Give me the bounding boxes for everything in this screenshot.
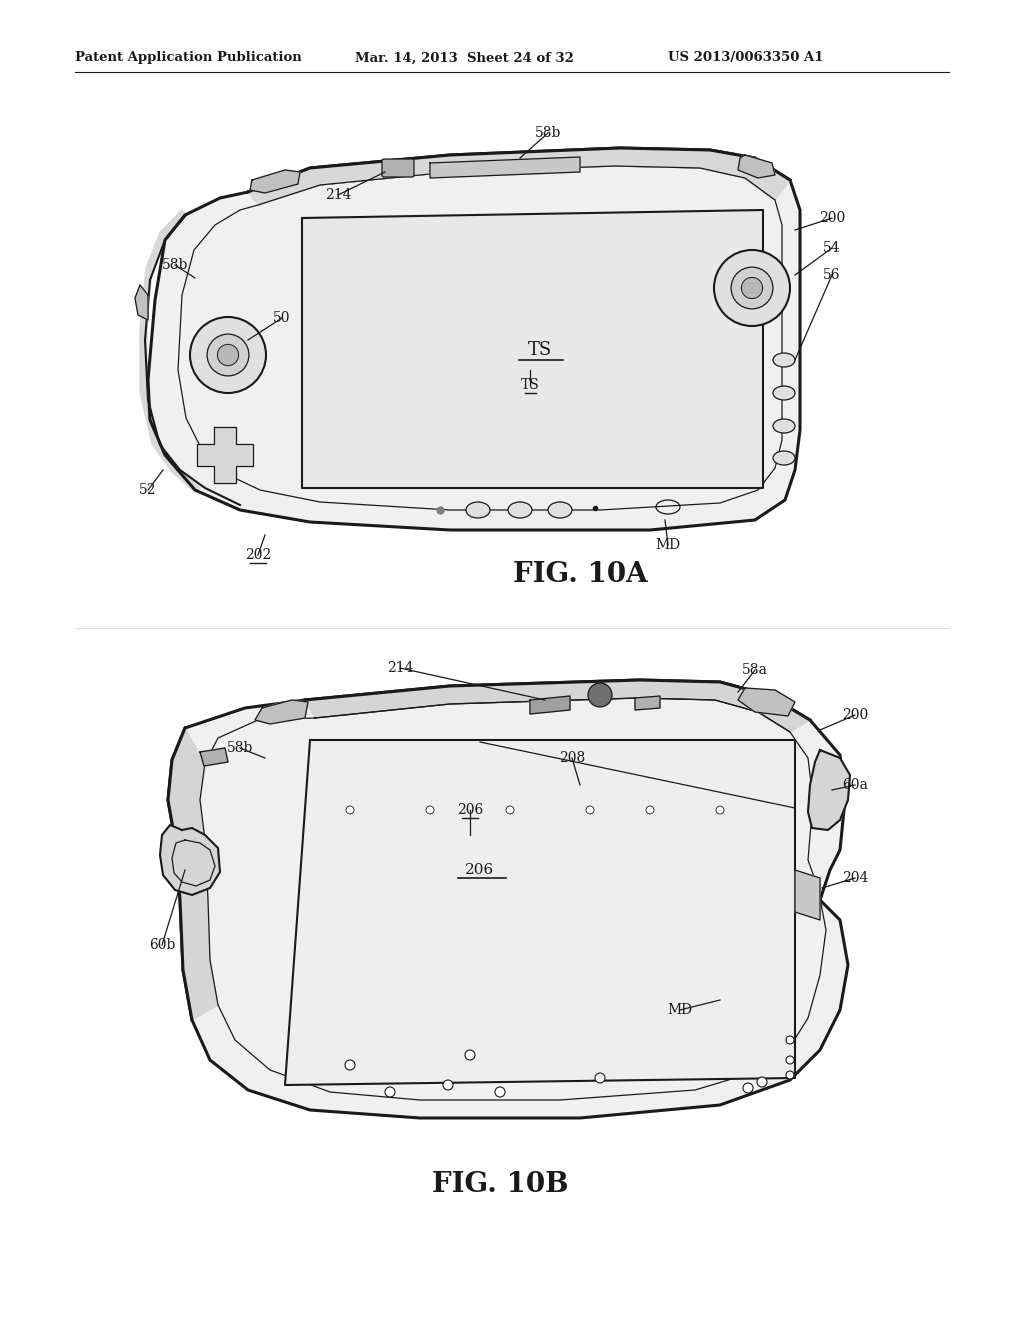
Text: 214: 214 bbox=[325, 187, 351, 202]
Polygon shape bbox=[160, 825, 220, 895]
Polygon shape bbox=[140, 210, 200, 492]
Circle shape bbox=[217, 345, 239, 366]
Circle shape bbox=[385, 1086, 395, 1097]
Circle shape bbox=[757, 1077, 767, 1086]
Circle shape bbox=[786, 1036, 794, 1044]
Text: US 2013/0063350 A1: US 2013/0063350 A1 bbox=[668, 51, 823, 65]
Polygon shape bbox=[795, 870, 820, 920]
Circle shape bbox=[495, 1086, 505, 1097]
Polygon shape bbox=[200, 748, 228, 766]
Polygon shape bbox=[248, 148, 790, 205]
Text: 200: 200 bbox=[819, 211, 845, 224]
Circle shape bbox=[714, 249, 790, 326]
Text: 58b: 58b bbox=[535, 125, 561, 140]
Text: 60b: 60b bbox=[148, 939, 175, 952]
Text: MD: MD bbox=[668, 1003, 692, 1016]
Text: 202: 202 bbox=[245, 548, 271, 562]
Ellipse shape bbox=[773, 385, 795, 400]
Polygon shape bbox=[168, 680, 848, 1118]
Polygon shape bbox=[738, 688, 795, 715]
Circle shape bbox=[345, 1060, 355, 1071]
Polygon shape bbox=[285, 741, 795, 1085]
Text: TS: TS bbox=[528, 341, 552, 359]
Polygon shape bbox=[530, 696, 570, 714]
Polygon shape bbox=[168, 729, 218, 1020]
Circle shape bbox=[346, 807, 354, 814]
Circle shape bbox=[506, 807, 514, 814]
Circle shape bbox=[190, 317, 266, 393]
FancyBboxPatch shape bbox=[382, 158, 414, 177]
Circle shape bbox=[595, 1073, 605, 1082]
Circle shape bbox=[465, 1049, 475, 1060]
Circle shape bbox=[586, 807, 594, 814]
Ellipse shape bbox=[773, 451, 795, 465]
Circle shape bbox=[646, 807, 654, 814]
Circle shape bbox=[743, 1082, 753, 1093]
Ellipse shape bbox=[773, 352, 795, 367]
Circle shape bbox=[741, 277, 763, 298]
Polygon shape bbox=[135, 285, 148, 319]
Text: 204: 204 bbox=[842, 871, 868, 884]
Text: 208: 208 bbox=[559, 751, 585, 766]
Circle shape bbox=[786, 1071, 794, 1078]
Circle shape bbox=[426, 807, 434, 814]
Text: 58b: 58b bbox=[162, 257, 188, 272]
Ellipse shape bbox=[466, 502, 490, 517]
Polygon shape bbox=[197, 426, 253, 483]
Polygon shape bbox=[250, 170, 300, 193]
Text: 58a: 58a bbox=[742, 663, 768, 677]
Text: Mar. 14, 2013  Sheet 24 of 32: Mar. 14, 2013 Sheet 24 of 32 bbox=[355, 51, 573, 65]
Text: 54: 54 bbox=[823, 242, 841, 255]
Polygon shape bbox=[255, 700, 308, 723]
Circle shape bbox=[207, 334, 249, 376]
Polygon shape bbox=[302, 210, 763, 488]
Circle shape bbox=[716, 807, 724, 814]
Circle shape bbox=[731, 267, 773, 309]
Polygon shape bbox=[148, 148, 800, 531]
Circle shape bbox=[443, 1080, 453, 1090]
Text: 200: 200 bbox=[842, 708, 868, 722]
Polygon shape bbox=[808, 750, 850, 830]
Polygon shape bbox=[738, 154, 775, 178]
Text: FIG. 10A: FIG. 10A bbox=[513, 561, 647, 589]
Text: 60a: 60a bbox=[842, 777, 868, 792]
Ellipse shape bbox=[508, 502, 532, 517]
Text: 214: 214 bbox=[387, 661, 414, 675]
Text: 206: 206 bbox=[457, 803, 483, 817]
Circle shape bbox=[588, 682, 612, 708]
Ellipse shape bbox=[773, 418, 795, 433]
Text: MD: MD bbox=[655, 539, 681, 552]
Text: Patent Application Publication: Patent Application Publication bbox=[75, 51, 302, 65]
Polygon shape bbox=[305, 680, 810, 733]
Text: 52: 52 bbox=[139, 483, 157, 498]
Polygon shape bbox=[430, 157, 580, 178]
Text: 206: 206 bbox=[465, 863, 495, 876]
Text: FIG. 10B: FIG. 10B bbox=[432, 1172, 568, 1199]
Text: 56: 56 bbox=[823, 268, 841, 282]
Text: 50: 50 bbox=[273, 312, 291, 325]
Ellipse shape bbox=[548, 502, 572, 517]
Polygon shape bbox=[635, 696, 660, 710]
Text: 58b: 58b bbox=[226, 741, 253, 755]
Text: TS: TS bbox=[520, 378, 540, 392]
Circle shape bbox=[786, 1056, 794, 1064]
